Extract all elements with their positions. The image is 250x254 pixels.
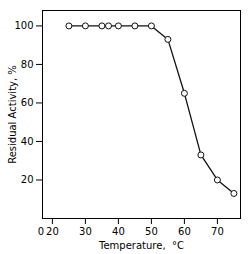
svg-text:0: 0	[38, 226, 44, 237]
svg-text:50: 50	[145, 226, 158, 237]
svg-text:20: 20	[46, 226, 59, 237]
svg-text:30: 30	[79, 226, 92, 237]
svg-text:Residual Activity, %: Residual Activity, %	[7, 65, 18, 164]
svg-text:20: 20	[21, 174, 34, 185]
svg-text:60: 60	[178, 226, 191, 237]
svg-text:40: 40	[21, 136, 34, 147]
svg-text:40: 40	[112, 226, 125, 237]
svg-text:60: 60	[21, 97, 34, 108]
svg-text:Temperature, °C: Temperature, °C	[98, 240, 184, 251]
svg-text:100: 100	[14, 20, 33, 31]
svg-text:80: 80	[21, 59, 34, 70]
svg-text:70: 70	[211, 226, 224, 237]
